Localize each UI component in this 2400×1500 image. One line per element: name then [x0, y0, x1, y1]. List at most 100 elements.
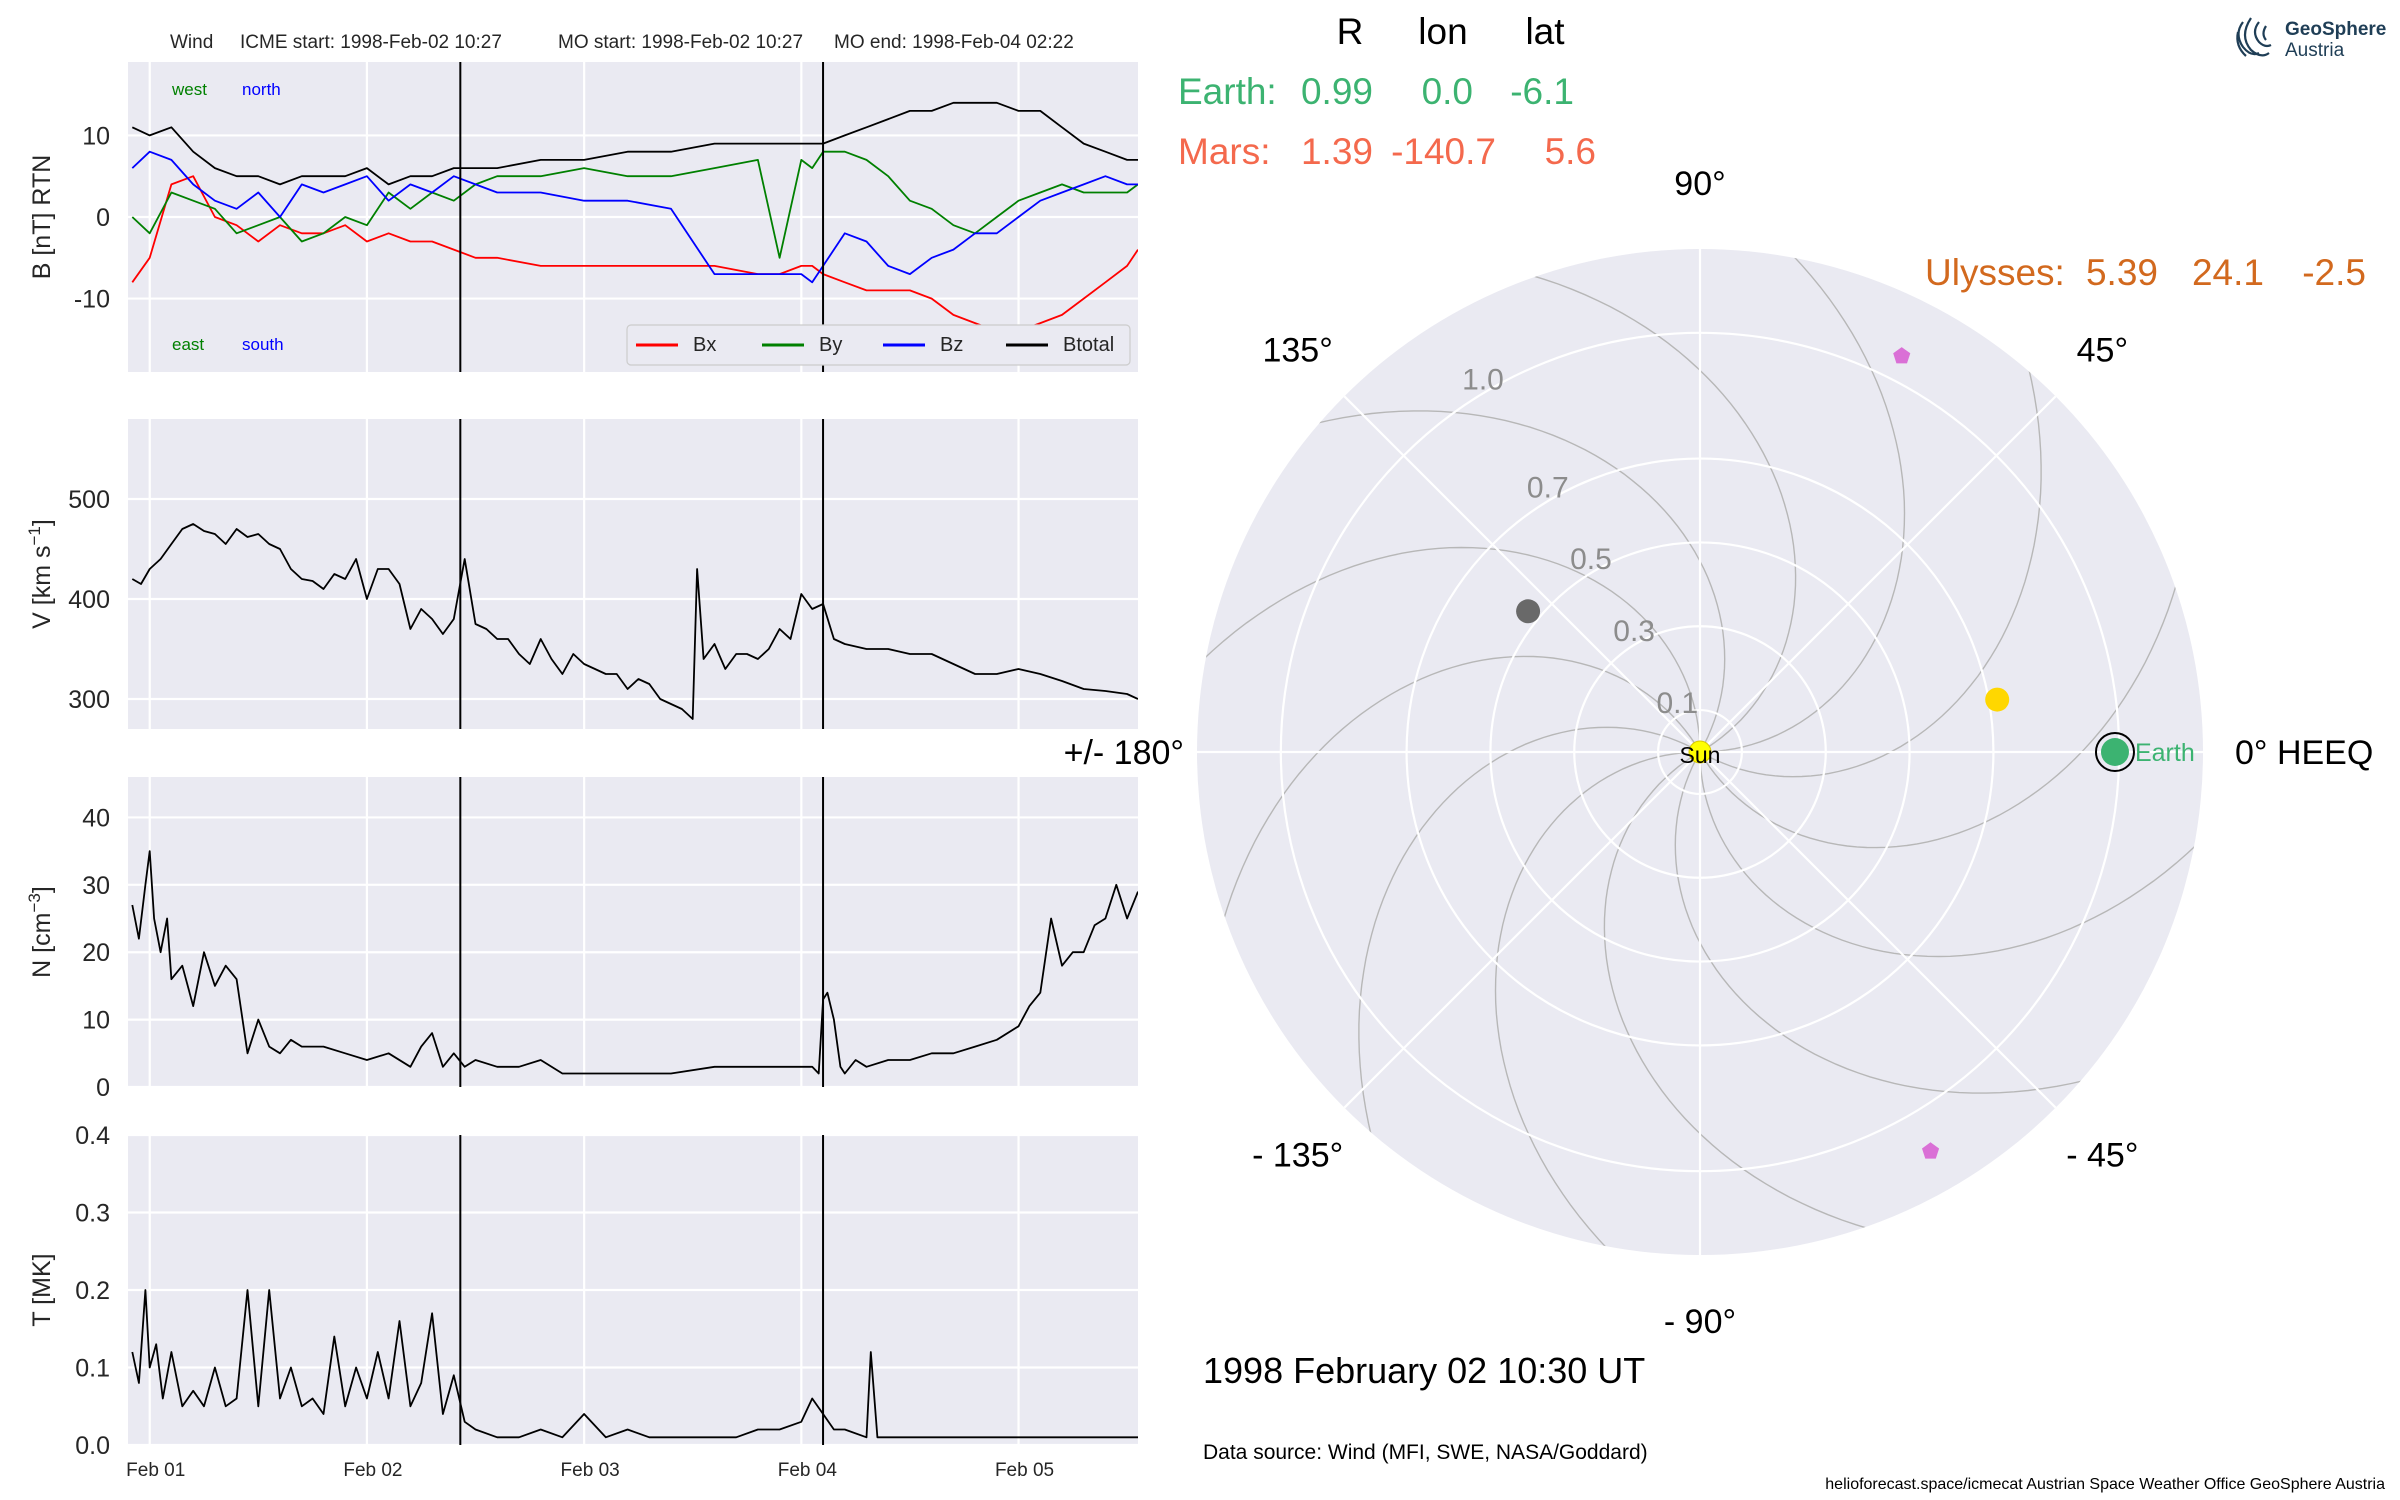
annotation-west: west [171, 80, 207, 99]
velocity-panel: 300 400 500 V [km s−1] [25, 419, 1138, 729]
y-axis-label-main: B [nT] RTN [28, 155, 56, 280]
spiral-line [1197, 546, 1701, 753]
logo-line2: Austria [2285, 40, 2345, 61]
x-tick-label: Feb 04 [778, 1460, 838, 1481]
y-tick-label: 0.1 [75, 1355, 110, 1383]
y-tick-label: 20 [82, 939, 110, 967]
marker-earth [2100, 738, 2129, 766]
spiral-line [1500, 266, 1797, 753]
spiral-line [1603, 751, 1900, 1238]
legend-label-bx: Bx [693, 334, 716, 356]
series-line-v [131, 523, 1138, 720]
y-tick-label: 300 [68, 686, 110, 714]
radial-tick-label: 0.5 [1570, 543, 1612, 576]
y-axis-label: T [MK] [28, 1253, 56, 1326]
mars-row-r: 1.39 [1301, 131, 1373, 172]
y-axis-label: B [nT] RTN [28, 155, 56, 280]
angle-label: 90° [1674, 165, 1725, 203]
spiral-lines [1197, 249, 2203, 1255]
y-axis-label: V [km s−1] [25, 519, 56, 629]
series-line-t [131, 1289, 1138, 1439]
annotation-south: south [242, 335, 284, 354]
header-r: R [1337, 11, 1364, 52]
y-tick-label: 30 [82, 872, 110, 900]
marker-ring-earth [2094, 732, 2135, 772]
marker-mars [1516, 599, 1541, 624]
legend-label-by: By [819, 334, 842, 356]
mars-row-lat: 5.6 [1545, 131, 1596, 172]
angle-label: - 45° [2066, 1136, 2138, 1174]
footer-credits: helioforecast.space/icmecat Austrian Spa… [1825, 1476, 2385, 1493]
x-tick-label: Feb 03 [561, 1460, 620, 1481]
angle-label: - 135° [1252, 1136, 1343, 1174]
annotation-east: east [172, 335, 204, 354]
ulysses-row-lat: -2.5 [2302, 252, 2366, 293]
x-tick-label: Feb 01 [126, 1460, 185, 1481]
y-tick-label: 40 [82, 804, 110, 832]
x-tick-label: Feb 05 [995, 1460, 1054, 1481]
temperature-panel: 0.0 0.1 0.2 0.3 0.4 T [MK] Feb 01 Feb 02 Feb 03 F… [28, 1122, 1138, 1481]
geosphere-logo: GeoSphere Austria [2236, 17, 2386, 61]
point-label-earth: Earth [2135, 739, 2195, 767]
logo-line1: GeoSphere [2285, 19, 2386, 40]
header-lon: lon [1418, 11, 1467, 52]
y-axis-label-main: V [km s [28, 546, 56, 629]
spacecraft-label: Wind [170, 32, 213, 53]
spiral-line [1358, 726, 1701, 1168]
y-tick-label: 500 [68, 486, 110, 514]
radial-tick-label: 1.0 [1462, 364, 1504, 397]
y-axis-label-main: N [cm [28, 913, 56, 978]
marker-sun [1688, 740, 1712, 764]
angle-label: 135° [1262, 332, 1332, 370]
geosphere-swirl-icon [2236, 17, 2272, 57]
y-tick-label: 0.2 [75, 1277, 110, 1305]
ulysses-row-lon: 24.1 [2192, 252, 2264, 293]
earth-row-lat: -6.1 [1510, 71, 1574, 112]
y-axis-label-sup: −3 [25, 893, 44, 912]
ulysses-row-r: 5.39 [2086, 252, 2158, 293]
spiral-line [1699, 249, 1906, 753]
marker-spacecraft-a [1893, 347, 1911, 364]
density-panel: 0 10 20 30 40 N [cm−3] [25, 777, 1138, 1102]
y-tick-label: -10 [74, 286, 110, 314]
polar-plot: 0.1 0.3 0.5 0.7 1.0 0° HEEQ 45° 90° 135° +/- 180°… [1064, 165, 2374, 1341]
y-tick-label: 0.0 [75, 1432, 110, 1460]
series-line-bz [131, 150, 1138, 284]
data-source: Data source: Wind (MFI, SWE, NASA/Goddar… [1203, 1441, 1648, 1464]
position-table: R lon lat Earth: 0.99 0.0 -6.1 Mars: 1.3… [1178, 11, 2366, 293]
spiral-line [1699, 751, 2203, 958]
radial-tick-label: 0.1 [1656, 687, 1698, 720]
series-line-n [131, 850, 1138, 1075]
y-tick-label: 0 [96, 204, 110, 232]
y-tick-label: 0.4 [75, 1122, 110, 1150]
spiral-line [1284, 410, 1726, 753]
series-line-btotal [131, 101, 1138, 186]
y-axis-label-end: ] [28, 519, 56, 526]
angle-label: +/- 180° [1064, 734, 1184, 772]
magnetic-field-panel: -10 0 10 B [nT] RTN west north east south Bx By Bz… [28, 62, 1138, 372]
y-tick-label: 10 [82, 1007, 110, 1035]
radial-tick-label: 0.7 [1527, 471, 1569, 504]
ulysses-row-name: Ulysses: [1925, 252, 2065, 293]
radial-tick-label: 0.3 [1613, 615, 1655, 648]
spiral-line [1674, 751, 2116, 1094]
legend-box [626, 324, 1131, 366]
panel-background [128, 419, 1138, 729]
legend: Bx By Bz Btotal [626, 324, 1131, 366]
annotation-north: north [242, 80, 281, 99]
y-axis-label-main: T [MK] [28, 1253, 56, 1326]
spiral-line [1494, 751, 1701, 1255]
angle-label: - 90° [1664, 1303, 1736, 1341]
x-tick-label: Feb 02 [343, 1460, 402, 1481]
angle-label: 0° HEEQ [2235, 734, 2373, 772]
icme-start-label: ICME start: 1998-Feb-02 10:27 [240, 32, 502, 53]
y-tick-label: 10 [82, 122, 110, 150]
mo-start-label: MO start: 1998-Feb-02 10:27 [558, 32, 803, 53]
spiral-line [1214, 655, 1701, 952]
mars-row-name: Mars: [1178, 131, 1271, 172]
legend-label-btotal: Btotal [1063, 334, 1114, 356]
earth-row-r: 0.99 [1301, 71, 1373, 112]
y-tick-label: 400 [68, 586, 110, 614]
mo-end-label: MO end: 1998-Feb-04 02:22 [834, 32, 1074, 53]
